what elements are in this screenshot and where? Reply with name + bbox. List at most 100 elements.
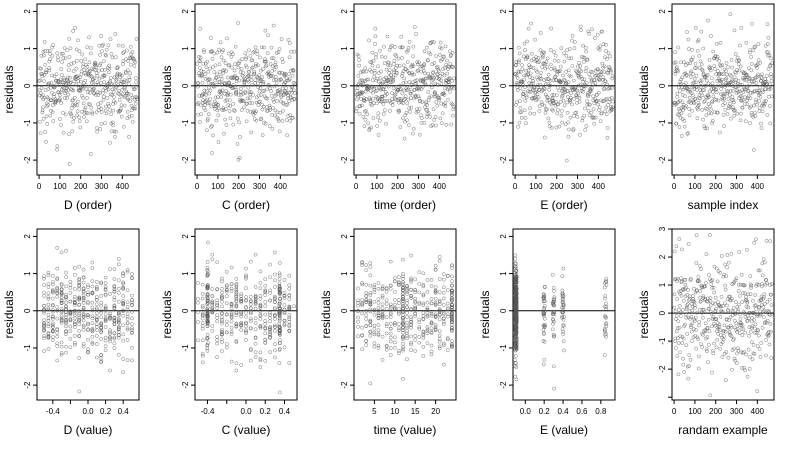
data-point bbox=[397, 351, 401, 356]
data-point bbox=[285, 90, 289, 95]
data-point bbox=[450, 327, 454, 332]
data-point bbox=[582, 55, 587, 60]
data-point bbox=[236, 157, 241, 162]
data-point bbox=[719, 254, 724, 258]
data-point bbox=[401, 304, 405, 308]
data-point bbox=[273, 113, 277, 118]
data-point bbox=[210, 299, 215, 304]
data-point bbox=[86, 327, 90, 332]
x-tick-label: 400 bbox=[751, 182, 765, 191]
data-point bbox=[695, 48, 700, 53]
data-point bbox=[220, 349, 224, 353]
data-point bbox=[419, 69, 424, 74]
data-point bbox=[707, 329, 712, 333]
data-point bbox=[364, 339, 369, 344]
data-point bbox=[121, 271, 126, 276]
data-point bbox=[443, 44, 448, 49]
data-point bbox=[413, 296, 418, 301]
data-point bbox=[238, 135, 242, 139]
data-point bbox=[282, 319, 287, 323]
y-axis-label: residuals bbox=[637, 65, 651, 113]
data-point bbox=[560, 86, 565, 91]
data-point bbox=[608, 69, 613, 74]
data-point bbox=[130, 50, 135, 54]
data-point bbox=[59, 319, 64, 323]
data-point bbox=[271, 97, 276, 102]
data-point bbox=[721, 112, 726, 117]
data-point bbox=[397, 108, 402, 113]
data-point bbox=[728, 333, 733, 337]
x-tick-label: 0.4 bbox=[118, 407, 130, 416]
data-point bbox=[595, 92, 599, 97]
data-point bbox=[278, 296, 282, 301]
data-point bbox=[356, 303, 360, 308]
data-point bbox=[535, 97, 540, 102]
data-point bbox=[103, 325, 108, 329]
data-point bbox=[723, 83, 728, 88]
data-point bbox=[561, 266, 566, 271]
data-point bbox=[687, 87, 691, 92]
data-point bbox=[244, 324, 248, 329]
data-point bbox=[413, 288, 418, 292]
data-point bbox=[721, 94, 726, 98]
data-point bbox=[64, 284, 68, 289]
data-point bbox=[398, 45, 403, 50]
data-point bbox=[445, 301, 450, 306]
data-point bbox=[359, 90, 364, 95]
data-point bbox=[99, 34, 103, 38]
data-point bbox=[244, 57, 248, 61]
data-point bbox=[713, 323, 717, 328]
data-point bbox=[356, 309, 360, 313]
data-point bbox=[611, 99, 615, 104]
data-point bbox=[393, 92, 398, 97]
data-point bbox=[103, 52, 108, 57]
data-point bbox=[601, 87, 606, 92]
data-point bbox=[248, 92, 253, 97]
data-point bbox=[439, 121, 444, 125]
data-point bbox=[375, 88, 379, 93]
data-point bbox=[66, 92, 71, 97]
data-point bbox=[518, 86, 523, 91]
data-point bbox=[451, 65, 455, 69]
data-point bbox=[700, 93, 705, 98]
data-point bbox=[67, 55, 72, 59]
data-point bbox=[388, 315, 393, 320]
data-point bbox=[50, 329, 55, 334]
data-point bbox=[72, 300, 77, 305]
data-point bbox=[228, 92, 233, 97]
data-point bbox=[693, 315, 698, 320]
data-point bbox=[249, 78, 254, 83]
data-point bbox=[215, 303, 219, 308]
data-point bbox=[577, 95, 582, 100]
data-point bbox=[550, 107, 554, 112]
data-point bbox=[553, 103, 558, 108]
data-point bbox=[259, 116, 264, 121]
data-point bbox=[279, 93, 283, 98]
data-point bbox=[404, 110, 409, 115]
data-point bbox=[397, 306, 401, 311]
data-point bbox=[252, 71, 257, 76]
data-point bbox=[269, 74, 273, 78]
data-point bbox=[729, 296, 734, 301]
data-point bbox=[405, 60, 410, 64]
data-point bbox=[731, 88, 735, 93]
data-point bbox=[736, 84, 740, 89]
data-point bbox=[749, 285, 753, 290]
data-point bbox=[694, 328, 698, 332]
y-tick-label: 2 bbox=[658, 254, 667, 259]
data-point bbox=[368, 329, 373, 334]
data-point bbox=[704, 73, 709, 78]
data-point bbox=[372, 323, 377, 328]
data-point bbox=[706, 18, 710, 23]
data-point bbox=[516, 45, 521, 50]
data-point bbox=[103, 317, 108, 322]
data-point bbox=[234, 89, 239, 94]
data-point bbox=[59, 291, 64, 296]
data-point bbox=[728, 72, 732, 77]
data-point bbox=[698, 96, 702, 101]
data-point bbox=[114, 77, 119, 82]
data-point bbox=[99, 280, 104, 285]
data-point bbox=[404, 86, 409, 91]
data-point bbox=[55, 286, 60, 291]
data-point bbox=[439, 46, 444, 51]
